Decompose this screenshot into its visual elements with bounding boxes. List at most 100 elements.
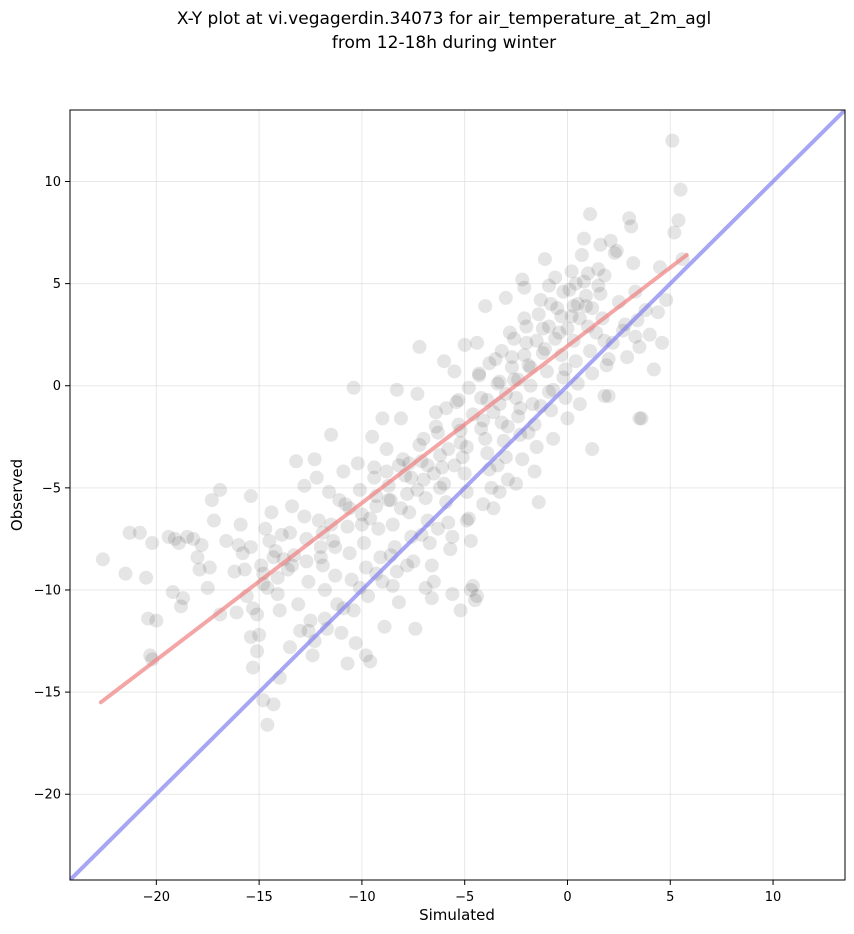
data-point-156 [488, 352, 503, 367]
data-point-329 [513, 401, 528, 416]
y-tick-label-4: 0 [53, 379, 61, 394]
data-point-218 [624, 219, 639, 234]
data-point-22 [200, 580, 215, 595]
data-point-154 [484, 480, 499, 495]
data-point-284 [504, 360, 519, 375]
data-point-72 [315, 558, 330, 573]
data-point-303 [313, 550, 328, 565]
data-point-326 [581, 266, 596, 281]
data-point-178 [533, 292, 548, 307]
data-point-207 [593, 286, 608, 301]
data-point-49 [270, 587, 285, 602]
data-point-272 [426, 466, 441, 481]
data-point-265 [363, 511, 378, 526]
data-point-259 [537, 252, 552, 267]
data-point-25 [213, 482, 228, 497]
data-point-21 [202, 560, 217, 575]
data-point-152 [480, 446, 495, 461]
data-point-27 [227, 564, 242, 579]
data-point-129 [433, 448, 448, 463]
grid-lines [70, 110, 845, 880]
data-point-296 [578, 288, 593, 303]
data-point-19 [190, 550, 205, 565]
data-point-277 [459, 440, 474, 455]
data-point-288 [529, 333, 544, 348]
data-point-169 [515, 452, 530, 467]
data-point-148 [472, 368, 487, 383]
data-point-219 [626, 256, 641, 271]
y-tick-label-0: −20 [34, 788, 61, 803]
data-point-6 [141, 611, 156, 626]
data-point-245 [340, 656, 355, 671]
data-point-310 [391, 458, 406, 473]
data-point-231 [665, 133, 680, 148]
data-point-73 [317, 582, 332, 597]
data-point-86 [346, 603, 361, 618]
data-point-177 [531, 495, 546, 510]
data-point-67 [305, 648, 320, 663]
data-point-250 [346, 380, 361, 395]
data-point-254 [437, 354, 452, 369]
data-point-155 [486, 501, 501, 516]
data-point-81 [336, 464, 351, 479]
data-point-191 [560, 411, 575, 426]
data-point-65 [301, 574, 316, 589]
data-point-351 [541, 278, 556, 293]
data-point-170 [517, 311, 532, 326]
data-point-117 [408, 621, 423, 636]
data-point-297 [585, 301, 600, 316]
data-point-157 [490, 376, 505, 391]
data-point-352 [570, 297, 585, 312]
data-point-176 [529, 440, 544, 455]
data-point-309 [379, 464, 394, 479]
data-point-199 [576, 274, 591, 289]
data-point-205 [585, 442, 600, 457]
data-point-256 [478, 299, 493, 314]
y-tick-label-6: 10 [44, 175, 61, 190]
data-point-267 [381, 493, 396, 508]
data-point-247 [229, 605, 244, 620]
data-point-266 [367, 460, 382, 475]
plot-frame [69, 109, 846, 881]
data-point-2 [122, 525, 137, 540]
data-point-268 [393, 501, 408, 516]
data-point-223 [634, 411, 649, 426]
data-point-252 [389, 382, 404, 397]
data-point-109 [391, 595, 406, 610]
data-point-85 [344, 572, 359, 587]
data-point-318 [482, 356, 497, 371]
data-point-293 [560, 321, 575, 336]
data-point-164 [504, 350, 519, 365]
data-point-190 [558, 390, 573, 405]
data-point-33 [243, 489, 258, 504]
data-point-18 [194, 538, 209, 553]
data-point-4 [139, 570, 154, 585]
data-point-279 [474, 421, 489, 436]
data-point-108 [389, 564, 404, 579]
data-point-13 [176, 591, 191, 606]
data-point-89 [352, 482, 367, 497]
x-axis-ticks: −20 −15 −10 −5 0 5 10 [143, 880, 781, 905]
data-point-321 [519, 319, 534, 334]
data-point-299 [597, 268, 612, 283]
data-point-182 [541, 384, 556, 399]
y-tick-label-3: −5 [42, 481, 61, 496]
data-point-173 [523, 378, 538, 393]
data-point-114 [402, 505, 417, 520]
x-tick-label-3: −5 [455, 890, 474, 905]
data-point-305 [285, 558, 300, 573]
data-point-348 [301, 623, 316, 638]
data-point-150 [476, 413, 491, 428]
data-point-124 [422, 535, 437, 550]
data-point-122 [418, 491, 433, 506]
data-point-77 [326, 533, 341, 548]
data-point-304 [299, 554, 314, 569]
data-point-55 [274, 527, 289, 542]
data-point-258 [517, 280, 532, 295]
data-point-51 [266, 697, 281, 712]
data-point-132 [439, 495, 454, 510]
data-point-130 [435, 460, 450, 475]
data-point-311 [402, 456, 417, 471]
data-point-342 [400, 558, 415, 573]
data-point-230 [659, 292, 674, 307]
